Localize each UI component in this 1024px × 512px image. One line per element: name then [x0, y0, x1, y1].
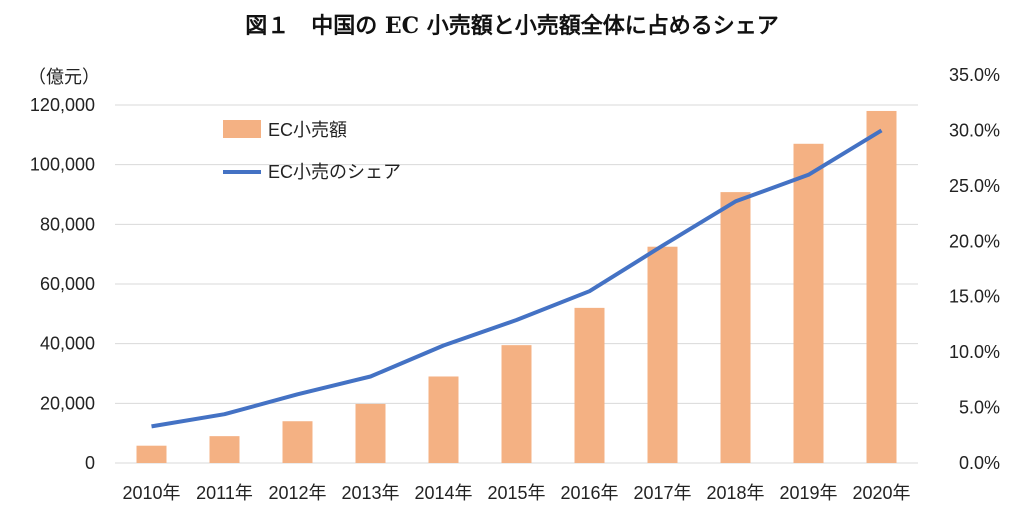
right-tick-label: 30.0%	[949, 120, 1000, 140]
x-axis: 2010年 2011年 2012年 2013年 2014年 2015年 2016年 2017年…	[122, 483, 910, 503]
legend-bar-swatch	[223, 120, 261, 138]
bar	[720, 192, 751, 463]
bar	[574, 307, 605, 463]
x-tick-label: 2015年	[487, 483, 545, 503]
left-tick-label: 100,000	[30, 155, 95, 175]
x-tick-label: 2012年	[268, 483, 326, 503]
bar	[866, 110, 897, 463]
bar	[428, 376, 459, 463]
share-line	[151, 128, 883, 429]
right-tick-label: 10.0%	[949, 342, 1000, 362]
bar	[136, 445, 167, 463]
right-tick-label: 20.0%	[949, 231, 1000, 251]
right-tick-label: 35.0%	[949, 65, 1000, 85]
left-tick-label: 80,000	[40, 214, 95, 234]
bar	[501, 345, 532, 463]
legend-bar-label: EC小売額	[268, 120, 347, 140]
chart-title: 図１ 中国の EC 小売額と小売額全体に占めるシェア	[245, 13, 779, 39]
x-tick-label: 2014年	[414, 483, 472, 503]
right-tick-label: 0.0%	[959, 453, 1000, 473]
x-tick-label: 2020年	[852, 483, 910, 503]
left-axis: 0 20,000 40,000 60,000 80,000 100,000 120,000	[30, 95, 95, 473]
left-axis-unit: （億元）	[28, 67, 100, 87]
bar-series	[136, 110, 897, 464]
bar	[793, 143, 824, 464]
bar	[355, 403, 386, 463]
left-tick-label: 60,000	[40, 274, 95, 294]
x-tick-label: 2010年	[122, 483, 180, 503]
right-tick-label: 25.0%	[949, 176, 1000, 196]
left-tick-label: 40,000	[40, 334, 95, 354]
left-tick-label: 20,000	[40, 393, 95, 413]
x-tick-label: 2017年	[633, 483, 691, 503]
bar	[282, 421, 313, 463]
legend-line-label: EC小売のシェア	[268, 162, 401, 182]
x-tick-label: 2011年	[196, 483, 253, 503]
right-tick-label: 15.0%	[949, 287, 1000, 307]
bar	[209, 436, 240, 463]
bar	[647, 246, 678, 463]
legend: EC小売額 EC小売のシェア	[223, 120, 401, 182]
left-tick-label: 120,000	[30, 95, 95, 115]
x-tick-label: 2016年	[560, 483, 618, 503]
x-tick-label: 2013年	[341, 483, 399, 503]
x-tick-label: 2019年	[779, 483, 837, 503]
right-axis: 0.0% 5.0% 10.0% 15.0% 20.0% 25.0% 30.0% 35.0%	[949, 65, 1000, 473]
x-tick-label: 2018年	[706, 483, 764, 503]
left-tick-label: 0	[85, 453, 95, 473]
right-tick-label: 5.0%	[959, 398, 1000, 418]
